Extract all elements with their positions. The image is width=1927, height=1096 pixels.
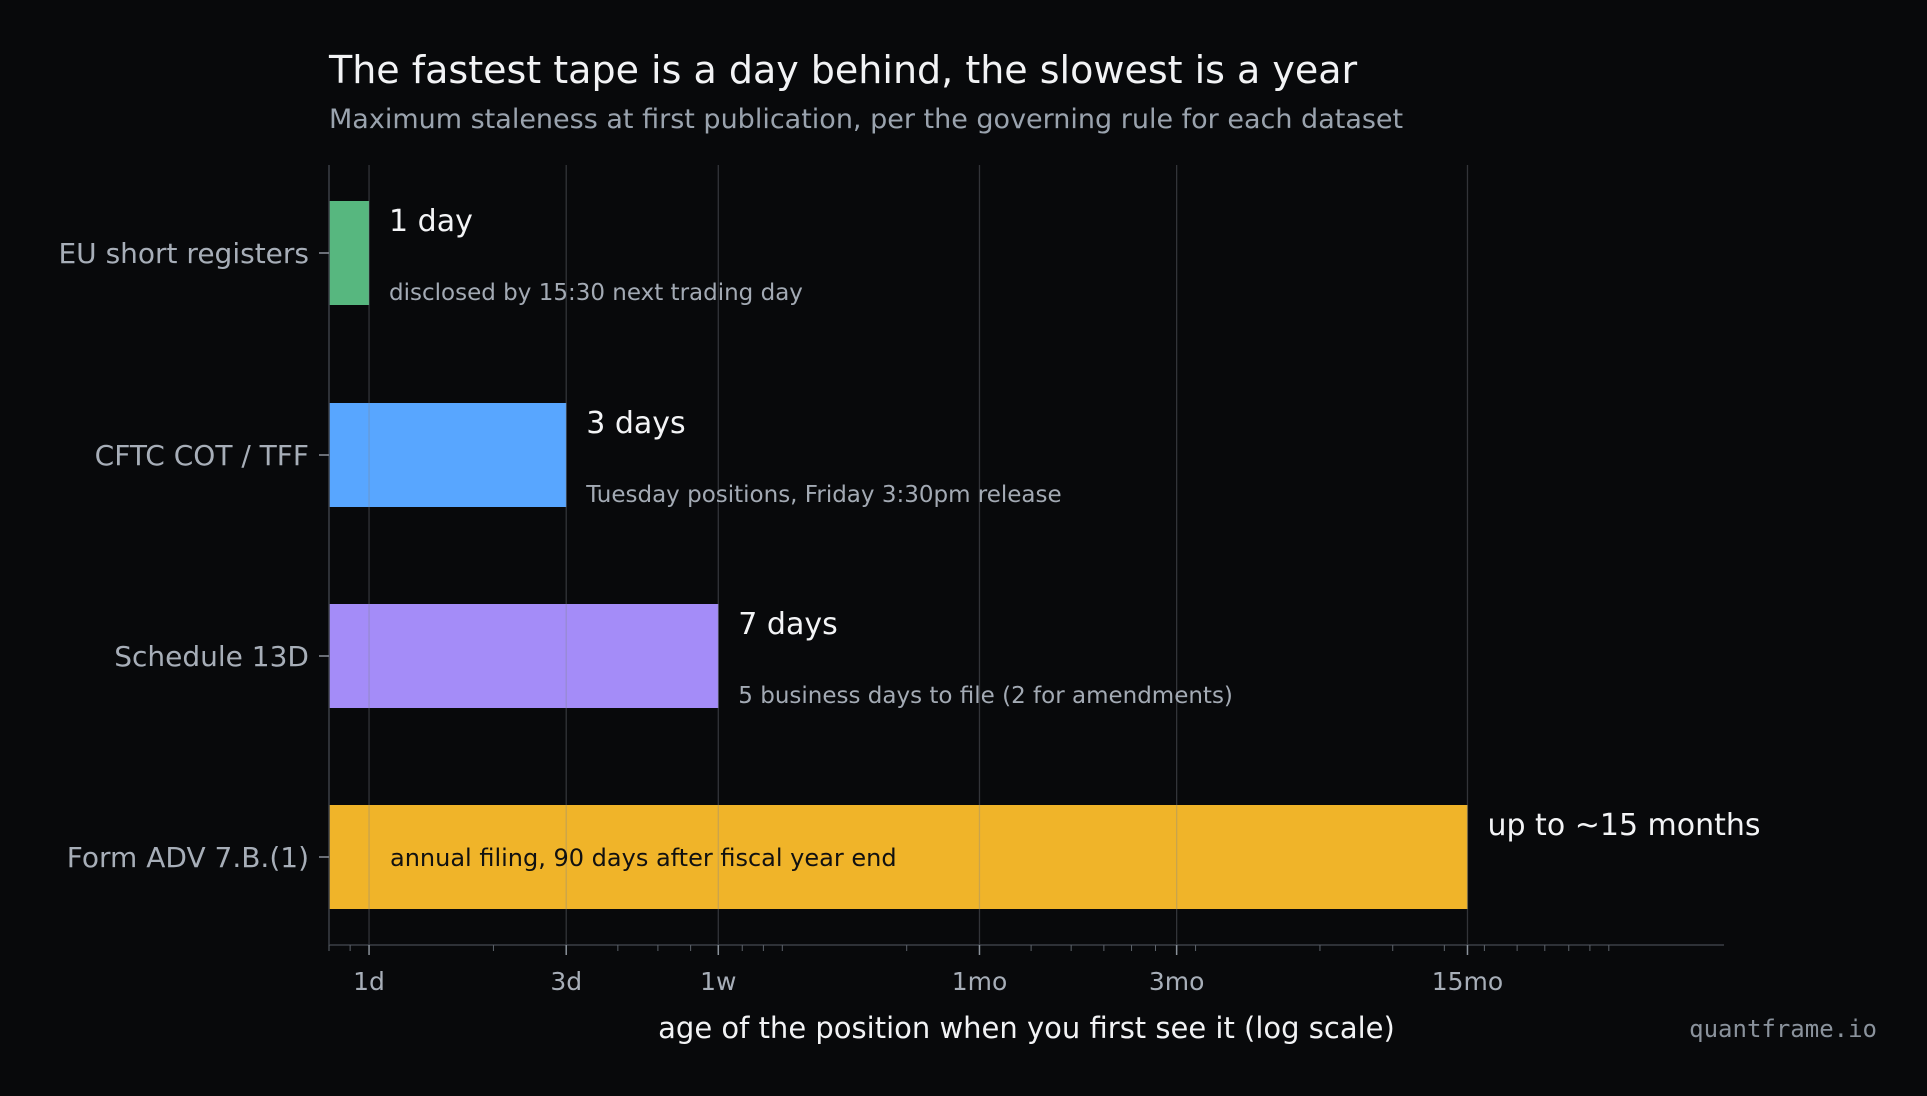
bars-group bbox=[329, 201, 1468, 909]
x-tick-label-1mo: 1mo bbox=[952, 967, 1008, 996]
chart-title: The fastest tape is a day behind, the sl… bbox=[329, 48, 1358, 92]
value-label-2: 7 days bbox=[738, 607, 837, 642]
bar-0 bbox=[329, 201, 370, 305]
x-tick-label-3mo: 3mo bbox=[1149, 967, 1205, 996]
value-label-0: 1 day bbox=[389, 204, 473, 239]
x-tick-label-3d: 3d bbox=[550, 967, 582, 996]
note-label-2: 5 business days to file (2 for amendment… bbox=[738, 683, 1233, 709]
category-label-2: Schedule 13D bbox=[114, 640, 309, 673]
gridlines-group bbox=[319, 165, 1724, 955]
bar-1 bbox=[329, 403, 567, 507]
x-axis-title: age of the position when you first see i… bbox=[658, 1011, 1395, 1045]
category-label-0: EU short registers bbox=[58, 237, 309, 270]
category-label-1: CFTC COT / TFF bbox=[95, 439, 309, 472]
x-tick-label-1d: 1d bbox=[353, 967, 385, 996]
chart-subtitle: Maximum staleness at first publication, … bbox=[329, 104, 1404, 135]
note-label-1: Tuesday positions, Friday 3:30pm release bbox=[585, 482, 1061, 508]
watermark: quantframe.io bbox=[1689, 1015, 1877, 1043]
bar-2 bbox=[329, 604, 719, 708]
value-label-1: 3 days bbox=[586, 406, 685, 441]
bar-3 bbox=[329, 805, 1468, 909]
value-label-3: up to ~15 months bbox=[1487, 808, 1760, 843]
note-label-3: annual filing, 90 days after fiscal year… bbox=[390, 844, 897, 872]
note-label-0: disclosed by 15:30 next trading day bbox=[389, 280, 803, 306]
x-tick-label-15mo: 15mo bbox=[1432, 967, 1503, 996]
x-tick-label-1w: 1w bbox=[700, 967, 736, 996]
labels-group: EU short registers CFTC COT / TFF Schedule… bbox=[58, 204, 1760, 1045]
category-label-3: Form ADV 7.B.(1) bbox=[67, 841, 309, 874]
